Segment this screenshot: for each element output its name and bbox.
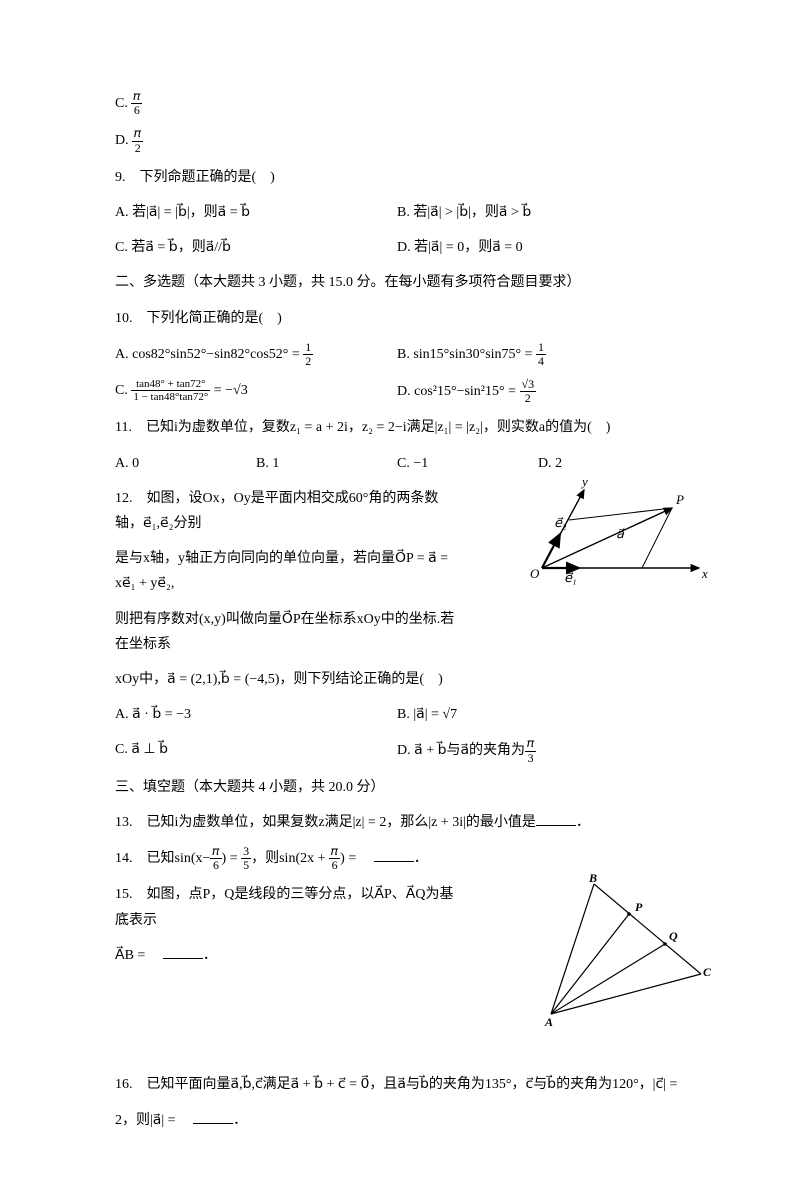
q12-optD: D. a⃗ + b⃗与a⃗的夹角为𝜋3	[397, 737, 679, 764]
q8-optD-prefix: D.	[115, 133, 129, 148]
q8-optC-prefix: C.	[115, 96, 128, 111]
q12-l4: xOy中，a⃗ = (2,1),b⃗ = (−4,5)，则下列结论正确的是( )	[115, 667, 465, 692]
q12-optC: C. a⃗ ⊥ b⃗	[115, 737, 397, 764]
svg-text:P: P	[675, 492, 684, 507]
q15-figure: A B C P Q	[529, 876, 709, 1035]
q9-optD: D. 若|a⃗| = 0，则a⃗ = 0	[397, 240, 523, 255]
q9-optA: A. 若|a⃗| = |b⃗|，则a⃗ = b⃗	[115, 205, 250, 220]
q11-stem: 11. 已知i为虚数单位，复数z₁ = a + 2i，z₂ = 2−i满足|z₁…	[115, 415, 679, 440]
svg-text:P: P	[635, 900, 643, 914]
q11-optC: C. −1	[397, 451, 538, 476]
q16-l2: 2，则|a⃗| = ．	[115, 1108, 679, 1133]
q10-stem: 10. 下列化简正确的是( )	[115, 306, 679, 331]
svg-text:e⃗₂: e⃗₂	[554, 515, 567, 530]
q12-l1: 12. 如图，设Ox，Oy是平面内相交成60°角的两条数轴，e⃗₁,e⃗₂分别	[115, 486, 465, 536]
svg-text:y: y	[580, 474, 588, 489]
q12-l3: 则把有序数对(x,y)叫做向量O⃗P在坐标系xOy中的坐标.若在坐标系	[115, 607, 465, 657]
svg-text:C: C	[703, 965, 712, 979]
q10-optA: A. cos82°sin52°−sin82°cos52° = 12	[115, 341, 397, 368]
q11-optD: D. 2	[538, 451, 679, 476]
q12-l2: 是与x轴，y轴正方向同向的单位向量，若向量O⃗P = a⃗ = xe⃗₁ + y…	[115, 546, 465, 596]
q16-l1: 16. 已知平面向量a⃗,b⃗,c⃗满足a⃗ + b⃗ + c⃗ = 0⃗，且a…	[115, 1072, 679, 1097]
svg-text:x: x	[701, 566, 708, 581]
q12-optB: B. |a⃗| = √7	[397, 702, 679, 727]
q10-optC: C. tan48° + tan72°1 − tan48°tan72° = −√3	[115, 378, 397, 405]
q13: 13. 已知i为虚数单位，如果复数z满足|z| = 2，那么|z + 3i|的最…	[115, 810, 679, 835]
q11-optB: B. 1	[256, 451, 397, 476]
svg-text:B: B	[588, 871, 597, 885]
svg-text:O: O	[530, 566, 540, 581]
svg-text:Q: Q	[669, 929, 678, 943]
q8-optD-frac: 𝜋 2	[132, 127, 143, 154]
q9-optC: C. 若a⃗ = b⃗，则a⃗//b⃗	[115, 240, 231, 255]
section2-header: 二、多选题（本大题共 3 小题，共 15.0 分。在每小题有多项符合题目要求）	[115, 270, 679, 295]
section3-header: 三、填空题（本大题共 4 小题，共 20.0 分）	[115, 775, 679, 800]
q12-optA: A. a⃗ · b⃗ = −3	[115, 702, 397, 727]
q8-optC-frac: 𝜋 6	[131, 90, 142, 117]
q10-optD: D. cos²15°−sin²15° = √32	[397, 378, 679, 405]
q14: 14. 已知sin(x−𝜋6) = 35，则sin(2x + 𝜋6) = ．	[115, 845, 679, 872]
q10-optB: B. sin15°sin30°sin75° = 14	[397, 341, 679, 368]
q15-l2: A⃗B = ．	[115, 943, 465, 968]
q11-optA: A. 0	[115, 451, 256, 476]
svg-text:e⃗₁: e⃗₁	[564, 570, 577, 585]
q9-stem: 9. 下列命题正确的是( )	[115, 165, 679, 190]
svg-text:a⃗: a⃗	[616, 526, 625, 541]
q9-optB: B. 若|a⃗| > |b⃗|，则a⃗ > b⃗	[397, 205, 531, 220]
q15-l1: 15. 如图，点P，Q是线段的三等分点，以A⃗P、A⃗Q为基底表示	[115, 882, 465, 932]
q12-figure: y x O P e⃗₁ e⃗₂ a⃗	[524, 482, 709, 601]
svg-text:A: A	[544, 1015, 553, 1029]
